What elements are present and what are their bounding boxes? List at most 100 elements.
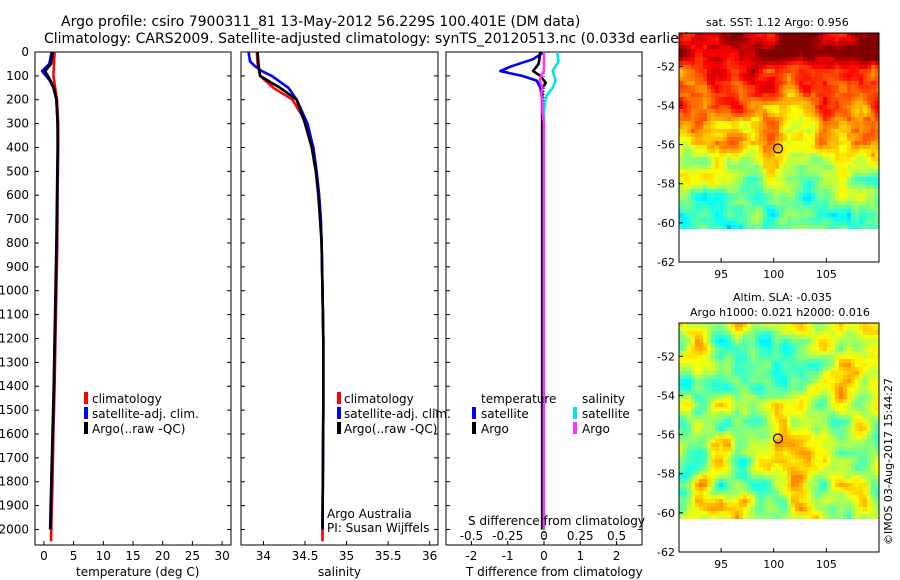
map-cell [807, 201, 811, 205]
map-cell [815, 85, 819, 89]
map-cell [747, 351, 751, 355]
map-cell [719, 53, 723, 57]
map-cell [755, 463, 759, 467]
map-cell [799, 387, 803, 391]
map-cell [779, 209, 783, 213]
map-cell [739, 383, 743, 387]
map-cell [859, 181, 863, 185]
map-cell [679, 467, 683, 471]
map-cell [839, 419, 843, 423]
map-cell [707, 157, 711, 161]
depth-tick-label: 400 [6, 140, 29, 154]
map-cell [751, 221, 755, 225]
map-cell [771, 193, 775, 197]
map-cell [831, 193, 835, 197]
map-cell [835, 419, 839, 423]
map-cell [867, 41, 871, 45]
top-x-tick-label: 0.5 [607, 529, 626, 543]
map-cell [743, 499, 747, 503]
x-tick-label: 35 [339, 549, 354, 563]
map-cell [803, 157, 807, 161]
map-cell [683, 217, 687, 221]
map-cell [835, 89, 839, 93]
map-cell [807, 443, 811, 447]
map-cell [871, 161, 875, 165]
map-cell [679, 427, 683, 431]
map-cell [871, 435, 875, 439]
map-cell [687, 65, 691, 69]
map-cell [867, 105, 871, 109]
map-cell [703, 379, 707, 383]
map-cell [771, 435, 775, 439]
map-cell [815, 177, 819, 181]
map-cell [755, 435, 759, 439]
map-cell [775, 343, 779, 347]
map-cell [711, 93, 715, 97]
map-cell [819, 221, 823, 225]
map-cell [767, 487, 771, 491]
map-cell [819, 193, 823, 197]
map-cell [731, 169, 735, 173]
map-cell [839, 447, 843, 451]
map-cell [835, 455, 839, 459]
map-cell [755, 37, 759, 41]
map-cell [847, 185, 851, 189]
map-cell [823, 383, 827, 387]
map-cell [839, 495, 843, 499]
map-cell [819, 459, 823, 463]
map-cell [751, 177, 755, 181]
map-cell [755, 129, 759, 133]
map-cell [835, 351, 839, 355]
map-cell [767, 105, 771, 109]
map-cell [695, 467, 699, 471]
depth-tick-label: 100 [6, 69, 29, 83]
map-cell [763, 503, 767, 507]
map-cell [847, 499, 851, 503]
map-cell [843, 455, 847, 459]
map-cell [839, 355, 843, 359]
map-cell [707, 439, 711, 443]
map-cell [843, 415, 847, 419]
map-cell [871, 109, 875, 113]
map-cell [699, 375, 703, 379]
map-cell [839, 81, 843, 85]
map-cell [719, 117, 723, 121]
map-cell [731, 205, 735, 209]
map-cell [811, 181, 815, 185]
map-cell [787, 61, 791, 65]
map-cell [715, 173, 719, 177]
map-cell [819, 339, 823, 343]
map-cell [719, 407, 723, 411]
map-cell [723, 117, 727, 121]
map-cell [743, 125, 747, 129]
map-cell [847, 149, 851, 153]
map-cell [743, 459, 747, 463]
map-cell [683, 323, 687, 327]
map-cell [783, 65, 787, 69]
map-cell [735, 173, 739, 177]
map-cell [815, 109, 819, 113]
map-cell [723, 427, 727, 431]
map-cell [683, 419, 687, 423]
map-cell [847, 153, 851, 157]
map-cell [743, 101, 747, 105]
map-cell [727, 475, 731, 479]
map-cell [795, 343, 799, 347]
map-cell [683, 33, 687, 37]
map-cell [819, 177, 823, 181]
map-cell [739, 363, 743, 367]
map-cell [751, 169, 755, 173]
map-cell [755, 109, 759, 113]
map-cell [787, 431, 791, 435]
map-cell [679, 197, 683, 201]
map-cell [719, 125, 723, 129]
map-cell [715, 33, 719, 37]
map-cell [775, 101, 779, 105]
map-cell [699, 149, 703, 153]
map-cell [711, 331, 715, 335]
map-cell [679, 173, 683, 177]
map-cell [735, 343, 739, 347]
map-cell [715, 213, 719, 217]
map-cell [851, 471, 855, 475]
map-cell [807, 125, 811, 129]
